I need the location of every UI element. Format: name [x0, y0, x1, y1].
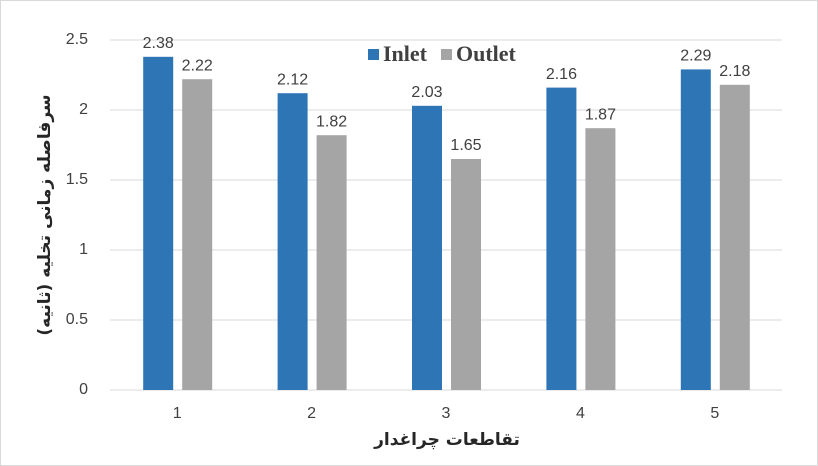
- data-label: 1.65: [450, 137, 481, 154]
- bar: [585, 128, 616, 390]
- bar: [546, 87, 577, 390]
- bar: [316, 135, 347, 390]
- x-tick-label: 5: [710, 405, 719, 422]
- legend-label: Outlet: [456, 41, 517, 66]
- y-tick-label: 1: [79, 241, 88, 258]
- y-tick-label: 0: [79, 381, 88, 398]
- bar: [277, 93, 308, 390]
- x-tick-label: 1: [173, 405, 182, 422]
- x-tick-label: 3: [442, 405, 451, 422]
- data-label: 2.18: [719, 63, 750, 80]
- y-tick-label: 1.5: [66, 171, 88, 188]
- x-axis-title: تقاطعات چراغدار: [373, 430, 520, 450]
- bar: [680, 69, 711, 391]
- data-label: 2.16: [546, 66, 577, 83]
- x-tick-label: 4: [576, 405, 585, 422]
- bar: [451, 159, 481, 390]
- data-label: 2.12: [277, 71, 308, 88]
- bar: [182, 79, 213, 390]
- bar: [719, 84, 750, 391]
- x-tick-label: 2: [307, 405, 316, 422]
- data-label: 2.03: [411, 84, 442, 101]
- y-tick-label: 0.5: [66, 311, 88, 328]
- data-label: 1.82: [316, 113, 347, 130]
- legend-label: Inlet: [383, 41, 428, 66]
- bar: [143, 56, 174, 391]
- data-label: 2.29: [680, 48, 711, 65]
- y-tick-label: 2: [79, 101, 88, 118]
- bar: [412, 105, 442, 391]
- y-tick-label: 2.5: [66, 31, 88, 48]
- data-label: 1.87: [585, 106, 616, 123]
- legend-swatch: [441, 49, 452, 60]
- legend-swatch: [368, 49, 379, 60]
- data-label: 2.22: [182, 57, 213, 74]
- y-axis-title: سرفاصله زمانی تخلیه (ثانیه): [35, 94, 55, 335]
- data-label: 2.38: [143, 35, 174, 52]
